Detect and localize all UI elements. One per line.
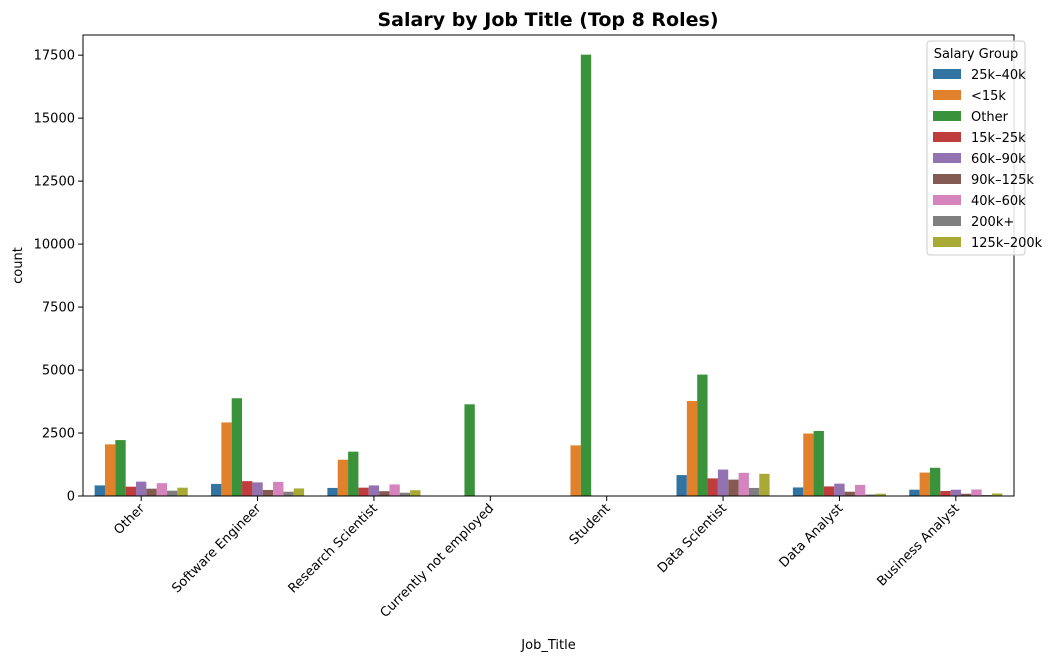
bar xyxy=(865,494,876,496)
bar xyxy=(379,491,390,496)
bar xyxy=(676,475,687,496)
bar xyxy=(115,440,126,496)
bar xyxy=(211,483,222,496)
bar xyxy=(950,489,961,496)
bar xyxy=(293,488,305,496)
plot-frame xyxy=(82,34,1015,497)
legend-entry: Other xyxy=(971,110,1009,125)
y-tick-label: 12500 xyxy=(34,175,75,190)
bar xyxy=(177,487,188,496)
x-tick-label: Currently not employed xyxy=(378,501,498,621)
legend-entry: 25k–40k xyxy=(971,68,1026,83)
y-tick-label: 2500 xyxy=(42,427,75,442)
bar xyxy=(929,467,941,496)
bar xyxy=(327,487,338,496)
legend-entry: <15k xyxy=(971,89,1006,104)
bar xyxy=(104,444,116,496)
bar xyxy=(389,484,400,496)
legend-entry: 60k–90k xyxy=(971,152,1026,167)
legend: Salary Group 25k–40k <15k Other 15k–25k 60k–9… xyxy=(926,40,1043,256)
bar xyxy=(399,492,411,496)
x-tick-label: Data Scientist xyxy=(655,501,730,576)
bar xyxy=(580,54,592,497)
bar xyxy=(971,489,982,496)
bar xyxy=(834,483,845,496)
y-tick-label: 5000 xyxy=(42,364,75,379)
bar xyxy=(283,491,294,496)
bar xyxy=(992,493,1003,496)
bar xyxy=(759,473,770,496)
bar xyxy=(738,472,749,496)
bar xyxy=(252,482,263,496)
bar xyxy=(854,484,866,496)
bar xyxy=(792,487,804,496)
legend-swatch xyxy=(933,237,961,247)
x-tick-label: Research Scientist xyxy=(286,501,381,596)
bar xyxy=(262,489,274,496)
legend-swatch xyxy=(933,216,961,226)
x-tick-label: Software Engineer xyxy=(169,501,264,596)
bar xyxy=(981,494,993,496)
legend-swatch xyxy=(933,153,961,163)
bar xyxy=(823,486,835,496)
y-tick-label: 10000 xyxy=(34,238,75,253)
bar xyxy=(410,490,421,496)
y-tick-label: 7500 xyxy=(42,301,75,316)
bar xyxy=(125,486,137,496)
bar xyxy=(348,451,359,496)
y-axis-label: count xyxy=(11,247,26,284)
bar xyxy=(875,493,886,496)
bar xyxy=(156,483,168,496)
bar xyxy=(464,404,475,496)
bar xyxy=(919,472,930,496)
legend-entry: 125k–200k xyxy=(971,236,1043,251)
bar xyxy=(242,481,253,496)
bar xyxy=(940,490,951,496)
x-tick-label: Data Analyst xyxy=(777,501,847,571)
legend-swatch xyxy=(933,69,961,79)
bar xyxy=(803,433,814,496)
legend-swatch xyxy=(933,174,961,184)
legend-entry: 90k–125k xyxy=(971,173,1034,188)
bar xyxy=(728,479,739,496)
y-tick-label: 0 xyxy=(67,490,75,505)
legend-entry: 15k–25k xyxy=(971,131,1026,146)
bar xyxy=(844,491,855,496)
bar xyxy=(94,485,105,496)
bar xyxy=(368,485,380,496)
legend-entry: 200k+ xyxy=(971,215,1014,230)
bar xyxy=(273,481,284,496)
bar xyxy=(221,422,232,496)
bar xyxy=(960,493,972,496)
x-tick-label: Business Analyst xyxy=(874,501,962,589)
bar xyxy=(146,488,157,496)
bar xyxy=(909,489,920,496)
x-tick-label: Student xyxy=(567,501,614,548)
bar xyxy=(231,398,243,496)
legend-swatch xyxy=(933,132,961,142)
chart-title: Salary by Job Title (Top 8 Roles) xyxy=(377,9,718,31)
bar xyxy=(707,478,718,496)
legend-entry: 40k–60k xyxy=(971,194,1026,209)
bar xyxy=(686,401,698,496)
bar xyxy=(813,431,824,496)
bar xyxy=(748,487,760,496)
x-axis-label: Job_Title xyxy=(520,638,575,653)
legend-swatch xyxy=(933,111,961,121)
x-tick-label: Other xyxy=(111,501,148,538)
bar xyxy=(167,490,178,496)
bar xyxy=(136,481,147,496)
legend-title: Salary Group xyxy=(934,47,1019,62)
bar xyxy=(337,459,349,496)
bar xyxy=(717,469,729,496)
legend-swatch xyxy=(933,195,961,205)
bar xyxy=(697,374,708,496)
bar xyxy=(358,487,369,496)
y-tick-label: 17500 xyxy=(34,49,75,64)
y-tick-label: 15000 xyxy=(34,112,75,127)
bar xyxy=(570,445,581,496)
legend-swatch xyxy=(933,90,961,100)
